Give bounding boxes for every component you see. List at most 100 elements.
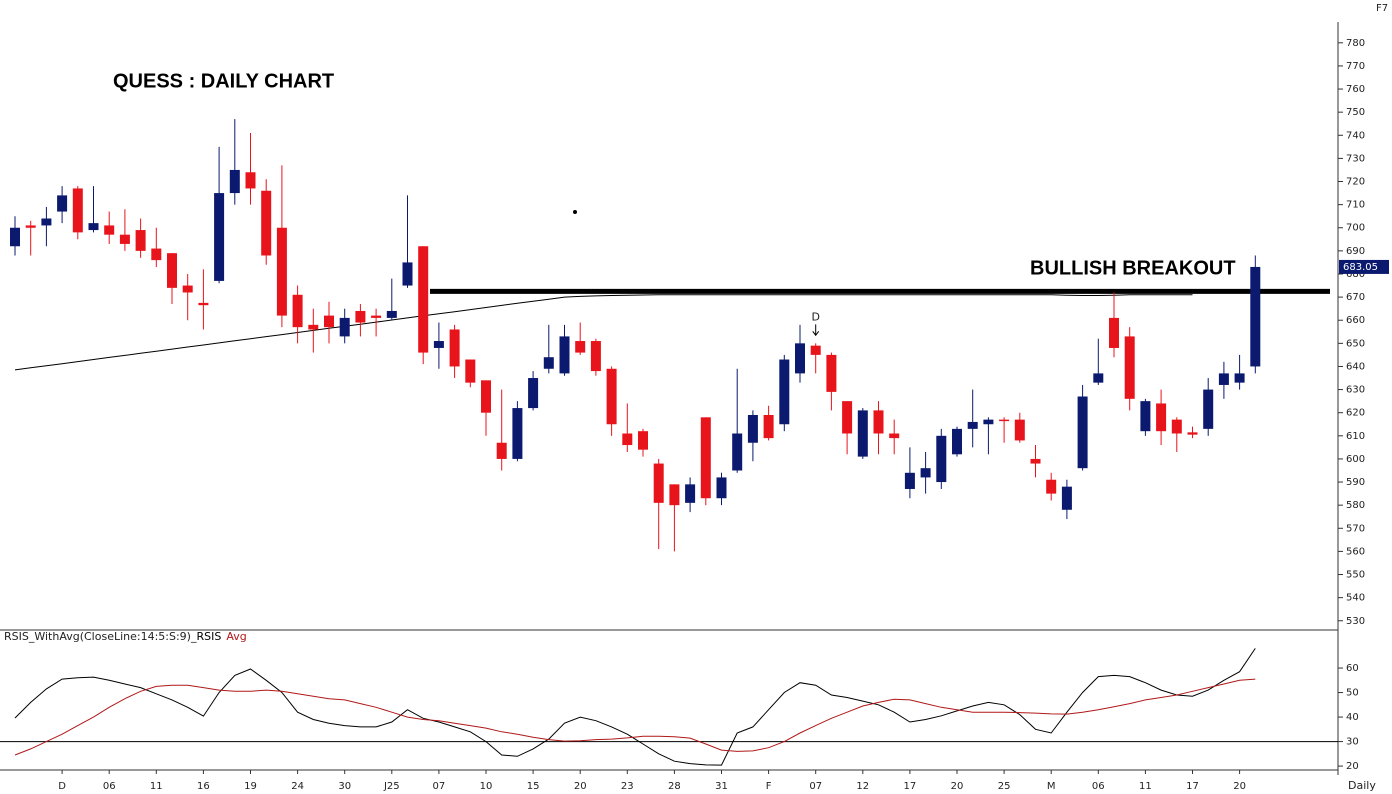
marker-label: D bbox=[811, 310, 819, 323]
y-tick-label: 760 bbox=[1346, 84, 1365, 95]
y-tick-label: 650 bbox=[1346, 338, 1365, 349]
series-line bbox=[14, 648, 1256, 766]
candle-body bbox=[622, 433, 633, 446]
x-tick-label: 28 bbox=[668, 781, 681, 792]
y-tick-label: 540 bbox=[1346, 593, 1365, 604]
hotkey-label: F7 bbox=[1376, 3, 1388, 14]
candle-body bbox=[481, 380, 491, 413]
candle-body bbox=[10, 227, 20, 247]
candle-body bbox=[25, 225, 36, 228]
candle-body bbox=[292, 294, 303, 328]
candle-body bbox=[104, 225, 115, 235]
candle-body bbox=[182, 285, 193, 293]
x-tick-label: 11 bbox=[1139, 781, 1152, 792]
candle-body bbox=[402, 262, 413, 286]
x-tick-label: 06 bbox=[1092, 781, 1105, 792]
candle-body bbox=[1014, 419, 1025, 441]
candle-body bbox=[575, 341, 586, 353]
annotation: BULLISH BREAKOUT bbox=[1030, 257, 1236, 279]
candle-body bbox=[999, 419, 1010, 422]
legend-entry: RSIS bbox=[196, 630, 221, 643]
x-tick-label: 06 bbox=[103, 781, 116, 792]
candle-body bbox=[1093, 373, 1104, 383]
x-tick-label: 23 bbox=[621, 781, 634, 792]
y-tick-label: 600 bbox=[1346, 454, 1365, 465]
candle-body bbox=[1077, 396, 1088, 469]
candle-body bbox=[1234, 373, 1245, 383]
y-tick-label: 700 bbox=[1346, 223, 1365, 234]
candle-body bbox=[41, 218, 52, 226]
candle-body bbox=[1218, 373, 1229, 385]
indicator-title: RSIS_WithAvg(CloseLine:14:5:S:9)_ bbox=[4, 630, 197, 643]
candle-body bbox=[1124, 336, 1135, 399]
candle-body bbox=[1171, 419, 1182, 434]
y-tick-label: 60 bbox=[1346, 663, 1359, 674]
candle-body bbox=[433, 341, 444, 348]
y-tick-label: 670 bbox=[1346, 292, 1365, 303]
y-tick-label: 780 bbox=[1346, 38, 1365, 49]
y-tick-label: 560 bbox=[1346, 546, 1365, 557]
candle-body bbox=[72, 188, 83, 233]
candle-body bbox=[449, 329, 460, 367]
candle-body bbox=[1156, 403, 1167, 432]
candle-body bbox=[151, 248, 162, 261]
candle-body bbox=[496, 442, 507, 459]
y-tick-label: 570 bbox=[1346, 523, 1365, 534]
candle-body bbox=[528, 378, 539, 409]
candle-body bbox=[386, 310, 397, 318]
candle-body bbox=[857, 410, 868, 457]
y-tick-label: 610 bbox=[1346, 431, 1365, 442]
y-tick-label: 690 bbox=[1346, 246, 1365, 257]
candle-body bbox=[324, 315, 334, 328]
candle-body bbox=[952, 428, 962, 455]
legend-entry: Avg bbox=[226, 630, 246, 643]
candle-body bbox=[889, 433, 900, 439]
candle-body bbox=[135, 230, 146, 251]
x-tick-label: 07 bbox=[809, 781, 822, 792]
x-tick-label: 16 bbox=[197, 781, 210, 792]
candle-body bbox=[967, 421, 978, 429]
candle-body bbox=[1030, 458, 1041, 464]
x-tick-label: 17 bbox=[904, 781, 917, 792]
candle-body bbox=[842, 401, 853, 434]
candle-body bbox=[245, 172, 256, 189]
y-tick-label: 20 bbox=[1346, 761, 1359, 772]
candle-body bbox=[795, 343, 805, 374]
x-tick-label: 25 bbox=[998, 781, 1011, 792]
x-tick-label: M bbox=[1047, 781, 1056, 792]
x-tick-label: 07 bbox=[433, 781, 446, 792]
candle-body bbox=[810, 345, 821, 355]
x-tick-label: 11 bbox=[150, 781, 163, 792]
candle-body bbox=[983, 419, 994, 425]
y-tick-label: 740 bbox=[1346, 130, 1365, 141]
candle-body bbox=[229, 169, 240, 194]
y-tick-label: 710 bbox=[1346, 200, 1365, 211]
candle-body bbox=[732, 433, 743, 471]
y-tick-label: 750 bbox=[1346, 107, 1365, 118]
candle-body bbox=[1140, 401, 1151, 432]
chart-title: QUESS : DAILY CHART bbox=[113, 70, 334, 92]
candle-body bbox=[88, 223, 99, 231]
candle-body bbox=[543, 357, 554, 369]
candle-body bbox=[653, 463, 664, 503]
candle-body bbox=[261, 190, 272, 256]
last-price-label: 683.05 bbox=[1343, 262, 1378, 273]
candle-body bbox=[167, 253, 177, 288]
candle-body bbox=[559, 336, 570, 374]
candle-body bbox=[904, 472, 915, 489]
candle-body bbox=[747, 415, 758, 443]
candle-body bbox=[638, 431, 648, 450]
candle-body bbox=[685, 484, 696, 503]
candle-body bbox=[214, 193, 225, 281]
x-tick-label: F bbox=[766, 781, 772, 792]
candle-body bbox=[198, 302, 209, 306]
y-tick-label: 40 bbox=[1346, 712, 1359, 723]
candle-body bbox=[276, 227, 287, 316]
candle-body bbox=[1109, 317, 1119, 348]
x-tick-label: 17 bbox=[1186, 781, 1199, 792]
x-tick-label: D bbox=[58, 781, 66, 792]
y-tick-label: 530 bbox=[1346, 616, 1365, 627]
candle-body bbox=[779, 359, 790, 425]
candle-body bbox=[1061, 486, 1072, 510]
candle-body bbox=[826, 354, 837, 392]
